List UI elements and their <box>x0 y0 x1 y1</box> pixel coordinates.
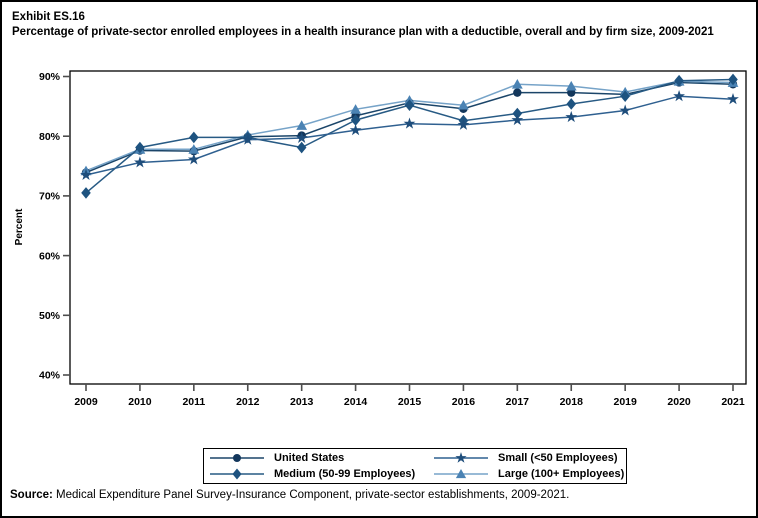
x-tick-label: 2017 <box>506 396 530 408</box>
y-tick-label: 40% <box>39 370 61 382</box>
data-point-star <box>565 110 578 123</box>
x-tick-label: 2014 <box>344 396 368 408</box>
star-marker-icon <box>434 452 488 463</box>
data-point-star <box>295 131 308 144</box>
data-point-triangle <box>511 79 523 89</box>
y-tick-label: 50% <box>39 310 61 322</box>
data-point-circle <box>513 88 522 97</box>
x-tick-label: 2016 <box>452 396 476 408</box>
data-point-star <box>727 92 739 105</box>
data-point-star <box>511 113 524 126</box>
data-point-triangle <box>188 144 200 154</box>
x-tick-label: 2020 <box>667 396 691 408</box>
legend-label: Medium (50-99 Employees) <box>274 468 416 480</box>
legend-item-united-states: United States <box>208 451 432 466</box>
chart-legend: United States Small (<50 Employees) Medi… <box>203 448 627 484</box>
data-point-diamond <box>566 98 577 110</box>
x-tick-label: 2010 <box>128 396 152 408</box>
source-label: Source: <box>10 489 53 501</box>
x-tick-label: 2013 <box>290 396 314 408</box>
legend-item-medium: Medium (50-99 Employees) <box>208 467 432 482</box>
data-point-star <box>403 117 416 129</box>
data-point-triangle <box>455 469 467 479</box>
y-tick-label: 90% <box>39 71 61 83</box>
series-markers-2 <box>81 73 738 199</box>
legend-label: United States <box>274 452 345 464</box>
y-tick-label: 80% <box>39 131 61 143</box>
chart-title: Percentage of private-sector enrolled em… <box>12 25 714 38</box>
x-tick-label: 2019 <box>613 396 637 408</box>
y-tick-label: 60% <box>39 250 61 262</box>
data-point-diamond <box>512 107 523 120</box>
data-point-triangle <box>296 120 308 130</box>
data-point-diamond <box>81 187 91 199</box>
x-tick-label: 2018 <box>560 396 584 408</box>
line-chart: 40% 50% 60% 70% 80% 90% 2009 2010 2011 2012 2013 20… <box>39 70 747 408</box>
data-point-star <box>241 133 254 145</box>
series-markers-1 <box>80 90 739 181</box>
circle-marker-icon <box>210 454 264 462</box>
data-point-star <box>134 156 146 168</box>
series-markers-0 <box>81 78 738 177</box>
legend-item-large: Large (100+ Employees) <box>432 467 624 482</box>
data-point-circle <box>567 88 576 97</box>
data-point-star <box>455 452 467 463</box>
data-point-diamond <box>674 74 684 87</box>
data-point-triangle <box>350 104 361 114</box>
data-point-diamond <box>296 141 307 154</box>
x-tick-label: 2011 <box>182 396 205 408</box>
x-tick-label: 2015 <box>398 396 422 408</box>
diamond-marker-icon <box>210 468 264 480</box>
x-tick-label: 2009 <box>74 396 98 408</box>
data-point-star <box>673 90 685 102</box>
data-point-triangle <box>458 99 469 110</box>
data-point-diamond <box>232 468 242 480</box>
data-point-star <box>80 168 92 181</box>
legend-label: Small (<50 Employees) <box>498 452 618 464</box>
data-point-star <box>349 124 362 136</box>
data-point-diamond <box>189 131 199 144</box>
data-point-diamond <box>404 99 415 111</box>
x-tick-label: 2021 <box>721 396 745 408</box>
triangle-marker-icon <box>434 469 488 479</box>
legend-label: Large (100+ Employees) <box>498 468 625 480</box>
plot-area <box>69 70 747 385</box>
data-point-diamond <box>135 141 145 154</box>
title-block: Exhibit ES.16 Percentage of private-sect… <box>12 10 728 39</box>
data-point-triangle <box>565 80 577 91</box>
data-point-diamond <box>620 90 630 103</box>
exhibit-label: Exhibit ES.16 <box>12 11 85 23</box>
data-point-circle <box>233 454 241 462</box>
data-point-diamond <box>350 114 361 126</box>
data-point-star <box>619 104 632 116</box>
x-tick-label: 2012 <box>236 396 260 408</box>
source-note: Source: Medical Expenditure Panel Survey… <box>10 489 754 501</box>
y-tick-label: 70% <box>39 191 61 203</box>
data-point-star <box>187 153 200 165</box>
data-point-star <box>457 118 470 130</box>
source-text: Medical Expenditure Panel Survey-Insuran… <box>52 489 570 501</box>
data-point-diamond <box>728 73 738 86</box>
legend-item-small: Small (<50 Employees) <box>432 451 624 466</box>
